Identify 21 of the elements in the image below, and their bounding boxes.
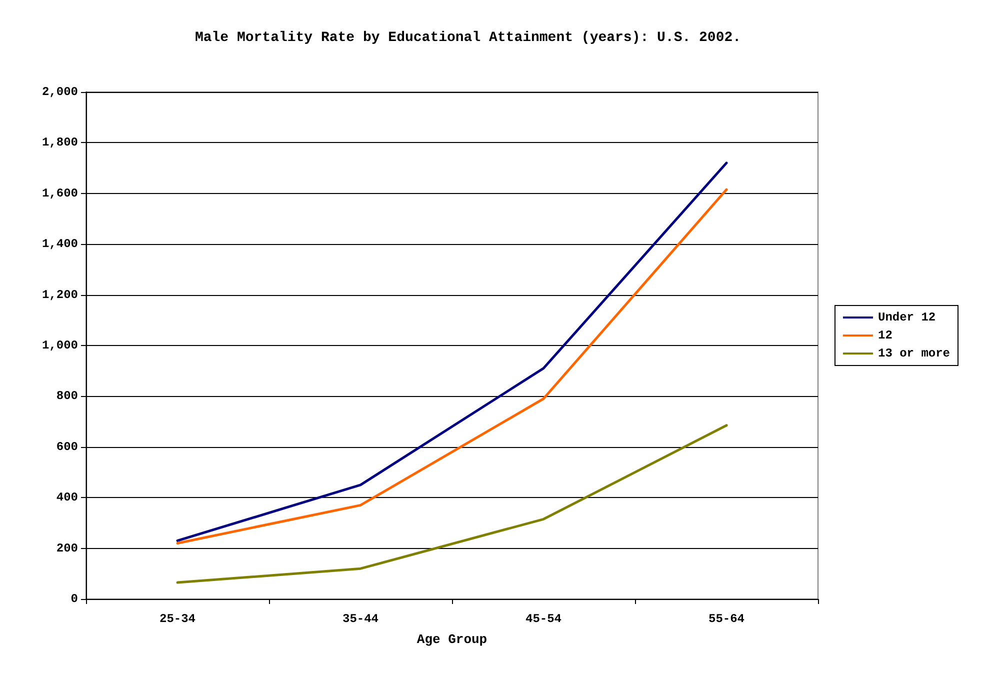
y-tick-label: 600 (56, 440, 78, 454)
line-series (176, 424, 728, 584)
y-tick-label: 200 (56, 541, 78, 556)
y-tick-label: 1,000 (42, 338, 78, 352)
y-tick-label: 1,200 (42, 288, 78, 302)
x-axis-title: Age Group (416, 632, 488, 647)
y-tick-label: 1,400 (42, 237, 78, 252)
y-tick-label: 800 (56, 389, 78, 404)
chart-title: Male Mortality Rate by Educational Attainment (years): U.S. 2002. (194, 30, 742, 46)
x-tick-label: 35-44 (342, 612, 379, 626)
y-tick-label: 0 (70, 592, 78, 606)
y-tick-label: 1,800 (42, 136, 78, 150)
y-tick-label: 2,000 (42, 85, 78, 99)
legend-label: 12 (878, 328, 892, 342)
y-tick-label: 1,600 (42, 186, 78, 200)
legend-label: 13 or more (878, 346, 950, 360)
y-tick-label: 400 (56, 490, 78, 505)
x-tick-label: 55-64 (708, 612, 745, 626)
x-tick-label: 25-34 (159, 612, 196, 626)
x-tick-label: 45-54 (525, 612, 562, 626)
legend-label: Under 12 (878, 310, 936, 324)
